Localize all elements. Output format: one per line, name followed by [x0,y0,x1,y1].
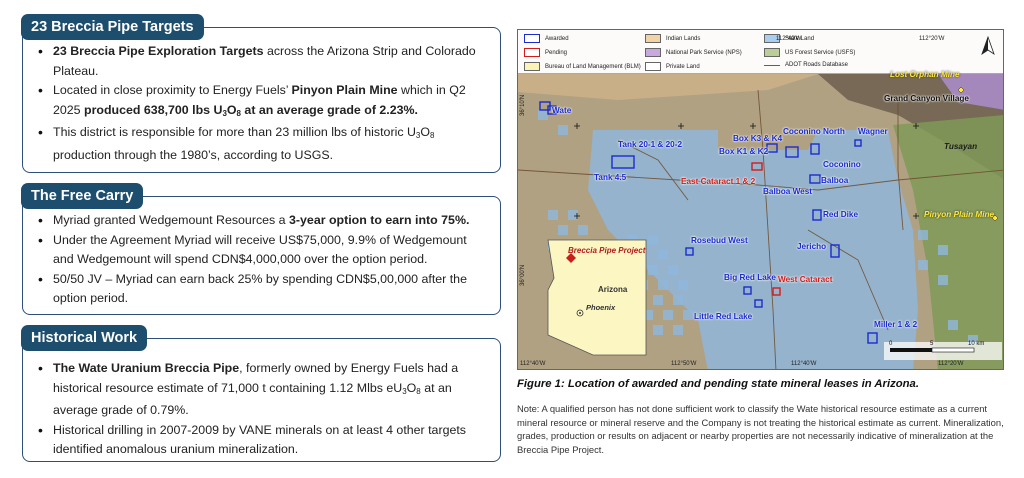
bullet-text: This district is responsible for more th… [53,125,416,139]
legend-roads: ADOT Roads Database [764,62,848,68]
label-tank-20: Tank 20-1 & 20-2 [618,140,683,149]
bullet-text: 3 [415,131,421,140]
bullet-text: produced 638,700 lbs U [84,102,223,117]
bullet-text: The Wate Uranium Breccia Pipe [53,361,240,375]
coord-lon4: 112°20'W [938,361,964,367]
bullet-text: O [226,102,237,117]
bullet-item: Historical drilling in 2007-2009 by VANE… [35,421,490,460]
inset-city-label: Phoenix [586,303,616,312]
bullet-item: Located in close proximity to Energy Fue… [35,81,490,123]
section-historical-work: Historical Work The Wate Uranium Breccia… [21,325,501,462]
section-breccia-targets: 23 Breccia Pipe Targets 23 Breccia Pipe … [21,14,501,173]
label-red-dike: Red Dike [823,210,859,219]
section-title: Historical Work [21,325,148,351]
bullet-item: Myriad granted Wedgemount Resources a 3-… [35,211,490,231]
bullet-text: 8 [430,131,435,140]
legend-awarded: Awarded [524,34,569,43]
disclaimer-note: Note: A qualified person has not done su… [517,403,1004,455]
bullet-list: 23 Breccia Pipe Exploration Targets acro… [35,42,490,165]
label-wate: Wate [552,106,572,115]
bullet-list: The Wate Uranium Breccia Pipe, formerly … [35,359,490,460]
bullet-text: Pinyon Plain Mine [291,83,398,97]
legend-state-land: State Land [764,34,814,43]
bullet-text: Under the Agreement Myriad will receive … [53,232,467,267]
scale-ten: 10 km [968,341,985,347]
bullet-text: 50/50 JV – Myriad can earn back 25% by s… [53,271,467,306]
map-legend: Awarded Indian Lands State Land Pending … [518,30,1003,74]
label-rosebud-west: Rosebud West [691,236,748,245]
label-little-red-lake: Little Red Lake [694,312,753,321]
bullet-item: Under the Agreement Myriad will receive … [35,231,490,270]
inset-project-label: Breccia Pipe Project [568,246,646,255]
label-miller: Miller 1 & 2 [874,320,918,329]
coord-top2: 112°20'W [919,36,945,42]
bullet-text: Historical drilling in 2007-2009 by VANE… [53,422,466,457]
legend-private-land: Private Land [645,62,700,71]
legend-usfs: US Forest Service (USFS) [764,48,855,57]
map-canvas [518,30,1003,369]
label-west-cataract: West Cataract [778,275,833,284]
label-tank-45: Tank 4.5 [594,173,627,182]
scale-five: 5 [930,341,934,347]
section-title: 23 Breccia Pipe Targets [21,14,204,40]
label-box-k3-k4: Box K3 & K4 [733,134,783,143]
label-box-k1-k2: Box K1 & K2 [719,147,769,156]
bullet-text: , formerly owned by Energy Fuels had a h… [53,361,459,395]
coord-lon3: 112°40'W [791,361,817,367]
label-big-red-lake: Big Red Lake [724,273,776,282]
bullet-text: 3 [402,386,407,396]
bullet-text: at an average grade of 0.79%. [53,380,452,418]
coord-top1: 112°40'W [776,36,802,42]
bullet-text: 23 Breccia Pipe Exploration Targets [53,44,264,58]
section-title: The Free Carry [21,183,144,209]
label-coconino: Coconino [823,160,861,169]
bullet-text: 8 [416,386,421,396]
coord-lat2: 36°00'N [520,264,526,286]
label-balboa-west: Balboa West [763,187,812,196]
bullet-item: This district is responsible for more th… [35,123,490,165]
label-grand-canyon-village: Grand Canyon Village [884,94,969,103]
label-balboa: Balboa [821,176,849,185]
coord-lon1: 112°40'W [520,361,546,367]
bullet-text: Located in close proximity to Energy Fue… [53,83,292,97]
bullet-text: 8 [236,108,241,118]
bullet-text: 3-year option to earn into 75%. [289,213,470,227]
bullet-text: at an average grade of 2.23%. [240,102,418,117]
bullet-item: The Wate Uranium Breccia Pipe, formerly … [35,359,490,421]
label-east-cataract: East Cataract 1 & 2 [681,177,756,186]
bullet-text: 3 [222,108,227,118]
bullet-text: which in Q2 2025 [53,83,466,117]
label-wagner: Wagner [858,127,888,136]
label-pinyon-plain-mine: Pinyon Plain Mine [924,210,995,219]
coord-lat1: 36°10'N [520,94,526,116]
bullet-item: 23 Breccia Pipe Exploration Targets acro… [35,42,490,81]
legend-nps: National Park Service (NPS) [645,48,742,57]
figure-caption: Figure 1: Location of awarded and pendin… [517,378,919,390]
bullet-text: production through the 1980’s, according… [53,147,334,162]
bullet-item: 50/50 JV – Myriad can earn back 25% by s… [35,270,490,309]
legend-indian-lands: Indian Lands [645,34,700,43]
legend-blm: Bureau of Land Management (BLM) [524,62,641,71]
location-map: Awarded Indian Lands State Land Pending … [517,29,1004,370]
inset-state-label: Arizona [598,285,628,294]
bullet-list: Myriad granted Wedgemount Resources a 3-… [35,211,490,309]
bullet-text: O [406,380,417,395]
coord-lon2: 112°50'W [671,361,697,367]
bullet-text: Myriad granted Wedgemount Resources a [53,213,290,227]
label-coconino-north: Coconino North [783,127,845,136]
scale-zero: 0 [889,341,893,347]
bullet-text: O [420,125,430,139]
legend-pending: Pending [524,48,567,57]
section-free-carry: The Free Carry Myriad granted Wedgemount… [21,183,501,315]
label-jericho: Jericho [797,242,827,251]
bullet-text: across the Arizona Strip and Colorado Pl… [53,44,476,78]
label-tusayan: Tusayan [944,142,978,151]
label-lost-orphan-mine: Lost Orphan Mine [890,70,960,79]
